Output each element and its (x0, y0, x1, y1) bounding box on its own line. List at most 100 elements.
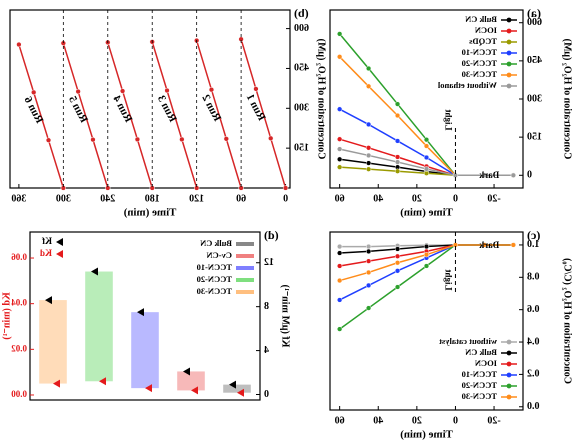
y2-tick-label: 0.04 (11, 298, 27, 308)
y-tick-label: 600 (294, 23, 309, 34)
data-point (268, 135, 274, 141)
data-point (336, 156, 343, 162)
legend-marker (506, 372, 512, 378)
value-marker (99, 377, 106, 386)
data-point (423, 137, 430, 143)
data-point (336, 263, 343, 269)
data-point (394, 168, 401, 174)
x-tick-label: 40 (373, 193, 383, 204)
legend-label: TCCN-20 (197, 274, 232, 284)
legend-label: TCCN-10 (462, 369, 497, 379)
data-line (18, 39, 287, 189)
value-marker (229, 380, 236, 389)
x-tick-label: 60 (335, 193, 345, 204)
legend-marker (506, 72, 512, 78)
data-point (394, 253, 401, 259)
data-point (119, 88, 126, 94)
y-axis-label: Kf (μM min⁻¹) (280, 285, 291, 348)
y-tick-label: 0.4 (527, 336, 540, 347)
data-point (423, 243, 430, 250)
data-point (394, 284, 401, 290)
data-point (394, 246, 401, 252)
data-point (423, 166, 430, 172)
data-point (31, 89, 37, 96)
y-tick-label: 0.8 (527, 272, 540, 283)
data-point (336, 297, 343, 303)
data-point (75, 88, 81, 95)
data-point (336, 164, 343, 170)
bar (131, 312, 159, 389)
x-tick-label: 0 (283, 193, 288, 204)
value-marker (237, 388, 244, 397)
legend-label: Bulk CN (464, 14, 497, 24)
y-tick-label: 450 (527, 55, 542, 66)
data-point (481, 172, 488, 178)
x-tick-label: 0 (453, 193, 458, 204)
panel-label: (c) (527, 228, 540, 242)
data-point (365, 305, 372, 311)
legend-marker (506, 394, 512, 400)
legend-label: without catalyst (439, 336, 497, 346)
data-point (16, 41, 22, 48)
value-marker (91, 267, 98, 276)
x-tick-label: -20 (487, 193, 500, 204)
y-tick-label: 4 (264, 345, 269, 356)
y-tick-label: 150 (527, 131, 542, 142)
legend-marker (56, 238, 63, 246)
data-point (336, 146, 343, 152)
data-point (423, 252, 430, 258)
data-point (510, 242, 516, 248)
legend-label: TCCN-30 (462, 69, 497, 79)
panel-label: (b) (294, 6, 309, 20)
bar (39, 300, 67, 384)
data-point (336, 250, 343, 256)
data-point (336, 106, 343, 112)
data-point (365, 83, 372, 89)
x-tick-label: 20 (412, 193, 422, 204)
legend-marker (506, 383, 512, 389)
legend-label: Kd (40, 248, 52, 258)
data-point (365, 121, 372, 128)
y2-axis-label: Kd (min⁻¹) (1, 292, 12, 339)
legend-label: Kf (41, 236, 52, 246)
data-point (208, 87, 215, 93)
x-axis-label: Time (min) (123, 207, 176, 219)
legend-label: Bulk CN (199, 238, 232, 248)
y-tick-label: 150 (294, 142, 309, 153)
data-point (394, 154, 401, 160)
y-tick-label: 0 (527, 170, 532, 181)
legend-marker (506, 61, 512, 67)
data-point (394, 268, 401, 274)
y2-tick-label: 0.06 (11, 252, 27, 262)
data-point (394, 159, 401, 165)
data-point (336, 277, 343, 284)
light-annotation: Light (443, 109, 453, 130)
value-marker (53, 379, 60, 388)
y-tick-label: 0.2 (527, 369, 540, 380)
x-tick-label: 60 (236, 193, 246, 204)
data-point (282, 185, 289, 191)
data-point (336, 136, 343, 142)
panel-label: (d) (264, 228, 279, 242)
value-marker (145, 384, 152, 393)
data-point (394, 112, 401, 119)
data-point (423, 263, 430, 269)
data-point (423, 154, 430, 161)
value-marker (191, 386, 198, 395)
data-point (365, 152, 372, 159)
y2-tick-label: 0.00 (11, 389, 27, 399)
data-point (336, 326, 343, 332)
x-tick-label: 60 (335, 415, 345, 426)
x-tick-label: -20 (487, 415, 500, 426)
x-tick-label: 300 (56, 193, 71, 204)
data-point (365, 269, 372, 276)
y-tick-label: 300 (294, 103, 309, 114)
plot-frame (29, 231, 261, 401)
x-tick-label: 0 (453, 415, 458, 426)
data-point (510, 172, 516, 178)
legend-label: IOCN (474, 358, 497, 368)
y-axis-label: Concentration of H₂O₂ (C/C₀) (562, 258, 573, 384)
x-tick-label: 180 (145, 193, 160, 204)
